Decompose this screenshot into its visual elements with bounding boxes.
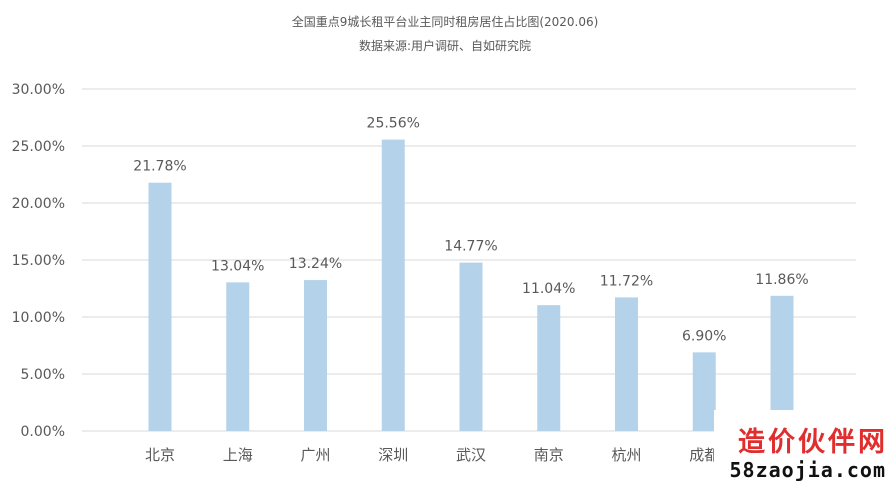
x-tick-label: 深圳 — [378, 446, 408, 464]
y-tick-label: 0.00% — [21, 424, 65, 440]
data-labels: 21.78% 13.04% 13.24% 25.56% 14.77% 11.04% 11.7… — [133, 116, 808, 345]
watermark-logo: 造价伙伴网 58zaojia.com — [714, 410, 890, 484]
chart-title: 全国重点9城长租平台业主同时租房居住占比图(2020.06) — [291, 15, 599, 29]
watermark-text: 造价伙伴网 — [738, 427, 888, 458]
bar — [770, 295, 794, 431]
watermark-url: 58zaojia.com — [729, 458, 886, 482]
y-tick-label: 15.00% — [12, 253, 65, 269]
data-label: 11.72% — [600, 273, 653, 289]
bar — [148, 182, 172, 431]
bar — [304, 280, 327, 431]
data-label: 21.78% — [133, 159, 186, 175]
bar — [537, 305, 561, 431]
bar — [381, 139, 405, 431]
chart-subtitle: 数据来源:用户调研、自如研究院 — [358, 39, 532, 53]
data-label: 11.86% — [755, 272, 808, 288]
bar — [459, 262, 483, 431]
y-tick-label: 30.00% — [12, 82, 65, 98]
x-tick-label: 成都 — [689, 446, 719, 464]
data-label: 6.90% — [682, 328, 726, 344]
data-label: 13.04% — [211, 258, 264, 274]
data-label: 11.04% — [522, 281, 575, 297]
x-tick-label: 杭州 — [611, 446, 641, 464]
bars — [148, 139, 794, 431]
data-label: 25.56% — [367, 116, 420, 132]
bar — [692, 352, 716, 431]
y-axis-tick-labels: 0.00% 5.00% 10.00% 15.00% 20.00% 25.00% 30.00% — [12, 82, 65, 440]
x-tick-label: 北京 — [145, 446, 175, 464]
y-tick-label: 25.00% — [12, 139, 65, 155]
x-tick-label: 广州 — [300, 446, 330, 464]
x-tick-label: 南京 — [534, 446, 564, 464]
bar — [226, 282, 250, 431]
data-label: 14.77% — [444, 239, 497, 255]
x-tick-label: 上海 — [223, 446, 253, 464]
data-label: 13.24% — [289, 256, 342, 272]
x-tick-label: 武汉 — [456, 446, 486, 464]
y-tick-label: 5.00% — [21, 367, 65, 383]
x-axis-tick-labels: 北京 上海 广州 深圳 武汉 南京 杭州 成都 — [145, 446, 719, 464]
bar — [615, 297, 638, 431]
y-tick-label: 10.00% — [12, 310, 65, 326]
y-tick-label: 20.00% — [12, 196, 65, 212]
